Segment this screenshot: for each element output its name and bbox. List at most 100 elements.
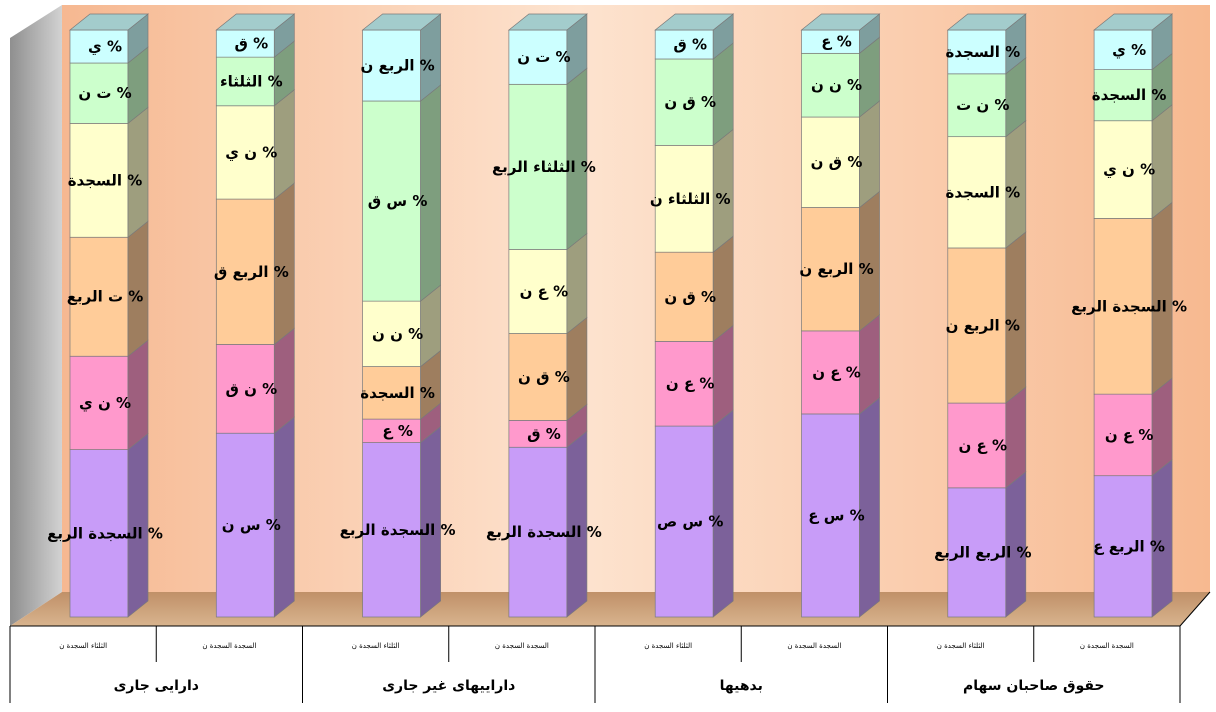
segment-label: % السجدة xyxy=(1092,86,1167,104)
bar-segment: % الثلثاء xyxy=(215,40,295,107)
segment-label: % السجدة xyxy=(945,43,1020,61)
segment-front xyxy=(215,198,275,345)
bar-segment: % السجدة الربع xyxy=(340,425,456,618)
segment-front xyxy=(362,29,421,102)
segment-front xyxy=(508,83,568,250)
bar-b1: % السجدة الربع % ن ي % ت الربع % السجدة % ت … xyxy=(47,13,163,618)
bar-segment: % السجدة xyxy=(360,349,441,420)
segment-label: % ن ي xyxy=(225,143,277,162)
segment-label: % الربع الربع xyxy=(934,543,1031,561)
segment-label: % ن ي xyxy=(79,394,131,413)
segment-label: % ي xyxy=(88,38,122,57)
segment-top xyxy=(69,13,149,31)
segment-label: % السجدة الربع xyxy=(486,523,602,541)
segment-label: % ن ي xyxy=(1103,161,1155,180)
segment-label: % ت ن xyxy=(517,48,570,66)
back-wall xyxy=(62,5,1210,592)
segment-label: % ن ن xyxy=(811,76,862,94)
bar-sublabel: الثلثاء السجدة ن xyxy=(937,642,985,650)
bar-segment: % الربع الربع xyxy=(934,471,1032,618)
segment-top xyxy=(1093,13,1174,31)
group-label: دارایی جاری xyxy=(114,678,199,694)
side-wall xyxy=(10,5,62,626)
segment-front xyxy=(654,425,714,618)
segment-top xyxy=(361,13,442,31)
bar-segment: % ق ن xyxy=(654,42,734,147)
segment-label: % الربع ع xyxy=(1093,537,1165,555)
segment-front xyxy=(654,341,714,427)
segment-label: % س ع xyxy=(808,506,864,524)
segment-front xyxy=(801,413,860,618)
segment-label: % الربع ن xyxy=(360,56,434,74)
bar-segment: % ت ن xyxy=(507,13,588,86)
bar-segment: % ي xyxy=(1093,13,1174,71)
bar-sublabel: الثلثاء السجدة ن xyxy=(644,642,692,650)
segment-side xyxy=(712,42,734,147)
category-axis: الثلثاء السجدة ن السجدة السجدة ن الثلثاء ا… xyxy=(9,591,1211,703)
segment-front xyxy=(801,207,860,332)
segment-side xyxy=(712,235,734,343)
segment-label: % ت ن xyxy=(78,84,131,102)
segment-front xyxy=(801,116,860,208)
segment-front xyxy=(947,73,1007,138)
bar-segment: % ع ن xyxy=(654,324,734,427)
bar-segment: % س ق xyxy=(362,84,441,302)
bar-sublabel: السجدة السجدة ن xyxy=(495,642,549,650)
segment-label: % ق ن xyxy=(664,93,716,111)
bar-segment: % ن ن xyxy=(362,284,441,368)
segment-label: % السجدة xyxy=(68,171,143,189)
segment-label: % السجدة xyxy=(945,183,1020,201)
group-label: داراییهای غیر جاری xyxy=(382,678,515,694)
segment-label: % ت الربع xyxy=(67,288,144,306)
segment-label: % ن ن xyxy=(372,325,423,343)
segment-side xyxy=(859,314,880,415)
bar-segment: % الربع ن xyxy=(799,190,880,332)
segment-front xyxy=(508,333,568,421)
bar-segment: % ق xyxy=(654,13,735,60)
bar-segment: % ق xyxy=(215,13,296,58)
segment-label: % ع ن xyxy=(520,282,569,300)
bar-segment: % ع ن xyxy=(508,232,588,335)
bar-segment: % ق ن xyxy=(801,100,880,209)
segment-front xyxy=(362,300,421,367)
bar-segment: % الثلثاء ن xyxy=(650,128,734,253)
bar-segment: % الربع ع xyxy=(1093,458,1173,618)
segment-front xyxy=(654,251,714,342)
segment-front xyxy=(69,355,129,450)
bar-segment: % س ع xyxy=(801,397,880,618)
bar-sublabel: السجدة السجدة ن xyxy=(787,642,841,650)
bar-segment: % ي xyxy=(69,13,149,64)
segment-label: % ع ن xyxy=(666,375,715,393)
segment-front xyxy=(215,56,275,107)
segment-front xyxy=(654,58,714,146)
group-label: حقوق صاحبان سهام xyxy=(963,678,1105,694)
bar-segment: % السجدة الربع xyxy=(47,432,163,618)
segment-label: % ع ن xyxy=(1105,426,1154,444)
segment-label: % السجدة الربع xyxy=(47,524,163,542)
chart-walls xyxy=(10,5,1210,626)
segment-top xyxy=(946,13,1027,31)
segment-label: % س ن xyxy=(222,516,281,534)
bar-b6: % س ع % ع ن % الربع ن % ق ن % ن ن % ع xyxy=(799,13,881,618)
segment-label: % ي xyxy=(1112,41,1146,60)
bar-segment: % ت الربع xyxy=(67,220,149,357)
bar-b8: % الربع ع % ع ن % السجدة الربع % ن ي % السجد… xyxy=(1071,13,1187,618)
bar-segment: % السجدة xyxy=(1092,52,1173,122)
segment-front xyxy=(362,442,421,618)
segment-front xyxy=(215,432,275,618)
bar-segment: % ق ن xyxy=(654,235,734,343)
segment-front xyxy=(508,29,568,85)
segment-front xyxy=(801,52,860,118)
segment-label: % ع ن xyxy=(812,363,861,381)
bar-segment: % ع ن xyxy=(947,386,1027,489)
bar-segment: % السجدة xyxy=(945,13,1027,75)
segment-front xyxy=(1093,69,1153,122)
bar-sublabel: الثلثاء السجدة ن xyxy=(352,642,400,650)
segment-side xyxy=(1005,386,1027,489)
bar-segment: % السجدة xyxy=(945,119,1027,249)
segment-label: % س ق xyxy=(368,192,428,210)
segment-label: % السجدة xyxy=(360,384,435,402)
bar-segment: % ق ن xyxy=(508,316,588,422)
segment-front xyxy=(947,487,1007,618)
